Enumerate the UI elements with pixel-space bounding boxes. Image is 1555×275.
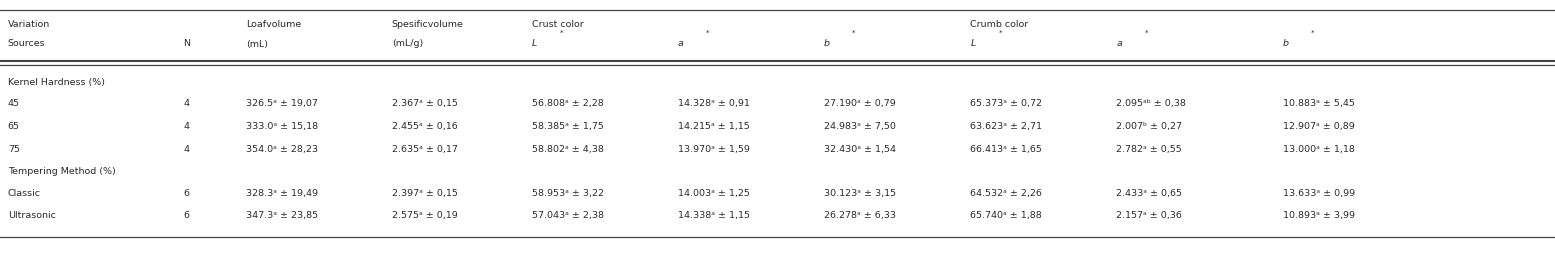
Text: 26.278ᵃ ± 6,33: 26.278ᵃ ± 6,33 bbox=[824, 211, 896, 220]
Text: 328.3ᵃ ± 19,49: 328.3ᵃ ± 19,49 bbox=[246, 189, 317, 197]
Text: L: L bbox=[970, 40, 975, 48]
Text: 30.123ᵃ ± 3,15: 30.123ᵃ ± 3,15 bbox=[824, 189, 896, 197]
Text: 326.5ᵃ ± 19,07: 326.5ᵃ ± 19,07 bbox=[246, 100, 317, 108]
Text: *: * bbox=[1311, 30, 1314, 36]
Text: 2.782ᵃ ± 0,55: 2.782ᵃ ± 0,55 bbox=[1116, 145, 1182, 153]
Text: 354.0ᵃ ± 28,23: 354.0ᵃ ± 28,23 bbox=[246, 145, 317, 153]
Text: 6: 6 bbox=[183, 189, 190, 197]
Text: Spesificvolume: Spesificvolume bbox=[392, 20, 463, 29]
Text: 14.338ᵃ ± 1,15: 14.338ᵃ ± 1,15 bbox=[678, 211, 750, 220]
Text: 63.623ᵃ ± 2,71: 63.623ᵃ ± 2,71 bbox=[970, 122, 1042, 131]
Text: 65: 65 bbox=[8, 122, 20, 131]
Text: 12.907ᵃ ± 0,89: 12.907ᵃ ± 0,89 bbox=[1283, 122, 1354, 131]
Text: 66.413ᵃ ± 1,65: 66.413ᵃ ± 1,65 bbox=[970, 145, 1042, 153]
Text: 24.983ᵃ ± 7,50: 24.983ᵃ ± 7,50 bbox=[824, 122, 896, 131]
Text: Classic: Classic bbox=[8, 189, 40, 197]
Text: 14.215ᵃ ± 1,15: 14.215ᵃ ± 1,15 bbox=[678, 122, 750, 131]
Text: Crust color: Crust color bbox=[532, 20, 583, 29]
Text: 10.883ᵃ ± 5,45: 10.883ᵃ ± 5,45 bbox=[1283, 100, 1354, 108]
Text: 75: 75 bbox=[8, 145, 20, 153]
Text: (mL/g): (mL/g) bbox=[392, 40, 423, 48]
Text: 2.367ᵃ ± 0,15: 2.367ᵃ ± 0,15 bbox=[392, 100, 457, 108]
Text: 13.000ᵃ ± 1,18: 13.000ᵃ ± 1,18 bbox=[1283, 145, 1354, 153]
Text: 4: 4 bbox=[183, 145, 190, 153]
Text: 27.190ᵃ ± 0,79: 27.190ᵃ ± 0,79 bbox=[824, 100, 896, 108]
Text: Kernel Hardness (%): Kernel Hardness (%) bbox=[8, 78, 104, 87]
Text: 64.532ᵃ ± 2,26: 64.532ᵃ ± 2,26 bbox=[970, 189, 1042, 197]
Text: 65.740ᵃ ± 1,88: 65.740ᵃ ± 1,88 bbox=[970, 211, 1042, 220]
Text: 58.953ᵃ ± 3,22: 58.953ᵃ ± 3,22 bbox=[532, 189, 603, 197]
Text: Ultrasonic: Ultrasonic bbox=[8, 211, 56, 220]
Text: Variation: Variation bbox=[8, 20, 50, 29]
Text: (mL): (mL) bbox=[246, 40, 267, 48]
Text: 2.007ᵇ ± 0,27: 2.007ᵇ ± 0,27 bbox=[1116, 122, 1182, 131]
Text: Loafvolume: Loafvolume bbox=[246, 20, 302, 29]
Text: 2.397ᵃ ± 0,15: 2.397ᵃ ± 0,15 bbox=[392, 189, 457, 197]
Text: 2.635ᵃ ± 0,17: 2.635ᵃ ± 0,17 bbox=[392, 145, 457, 153]
Text: 58.385ᵃ ± 1,75: 58.385ᵃ ± 1,75 bbox=[532, 122, 603, 131]
Text: 4: 4 bbox=[183, 100, 190, 108]
Text: 4: 4 bbox=[183, 122, 190, 131]
Text: 58.802ᵃ ± 4,38: 58.802ᵃ ± 4,38 bbox=[532, 145, 603, 153]
Text: 13.970ᵃ ± 1,59: 13.970ᵃ ± 1,59 bbox=[678, 145, 750, 153]
Text: *: * bbox=[706, 30, 709, 36]
Text: 347.3ᵃ ± 23,85: 347.3ᵃ ± 23,85 bbox=[246, 211, 317, 220]
Text: N: N bbox=[183, 40, 191, 48]
Text: Sources: Sources bbox=[8, 40, 45, 48]
Text: Tempering Method (%): Tempering Method (%) bbox=[8, 167, 115, 175]
Text: 65.373ᵃ ± 0,72: 65.373ᵃ ± 0,72 bbox=[970, 100, 1042, 108]
Text: a: a bbox=[678, 40, 684, 48]
Text: 45: 45 bbox=[8, 100, 20, 108]
Text: 32.430ᵃ ± 1,54: 32.430ᵃ ± 1,54 bbox=[824, 145, 896, 153]
Text: 10.893ᵃ ± 3,99: 10.893ᵃ ± 3,99 bbox=[1283, 211, 1354, 220]
Text: 13.633ᵃ ± 0,99: 13.633ᵃ ± 0,99 bbox=[1283, 189, 1354, 197]
Text: Crumb color: Crumb color bbox=[970, 20, 1028, 29]
Text: 56.808ᵃ ± 2,28: 56.808ᵃ ± 2,28 bbox=[532, 100, 603, 108]
Text: *: * bbox=[560, 30, 563, 36]
Text: *: * bbox=[998, 30, 1001, 36]
Text: 2.157ᵃ ± 0,36: 2.157ᵃ ± 0,36 bbox=[1116, 211, 1182, 220]
Text: 14.003ᵃ ± 1,25: 14.003ᵃ ± 1,25 bbox=[678, 189, 750, 197]
Text: 6: 6 bbox=[183, 211, 190, 220]
Text: 333.0ᵃ ± 15,18: 333.0ᵃ ± 15,18 bbox=[246, 122, 317, 131]
Text: a: a bbox=[1116, 40, 1123, 48]
Text: 2.095ᵃᵇ ± 0,38: 2.095ᵃᵇ ± 0,38 bbox=[1116, 100, 1186, 108]
Text: 2.575ᵃ ± 0,19: 2.575ᵃ ± 0,19 bbox=[392, 211, 457, 220]
Text: 2.433ᵃ ± 0,65: 2.433ᵃ ± 0,65 bbox=[1116, 189, 1182, 197]
Text: *: * bbox=[852, 30, 855, 36]
Text: 57.043ᵃ ± 2,38: 57.043ᵃ ± 2,38 bbox=[532, 211, 603, 220]
Text: *: * bbox=[1144, 30, 1148, 36]
Text: b: b bbox=[1283, 40, 1289, 48]
Text: b: b bbox=[824, 40, 830, 48]
Text: L: L bbox=[532, 40, 536, 48]
Text: 14.328ᵃ ± 0,91: 14.328ᵃ ± 0,91 bbox=[678, 100, 750, 108]
Text: 2.455ᵃ ± 0,16: 2.455ᵃ ± 0,16 bbox=[392, 122, 457, 131]
